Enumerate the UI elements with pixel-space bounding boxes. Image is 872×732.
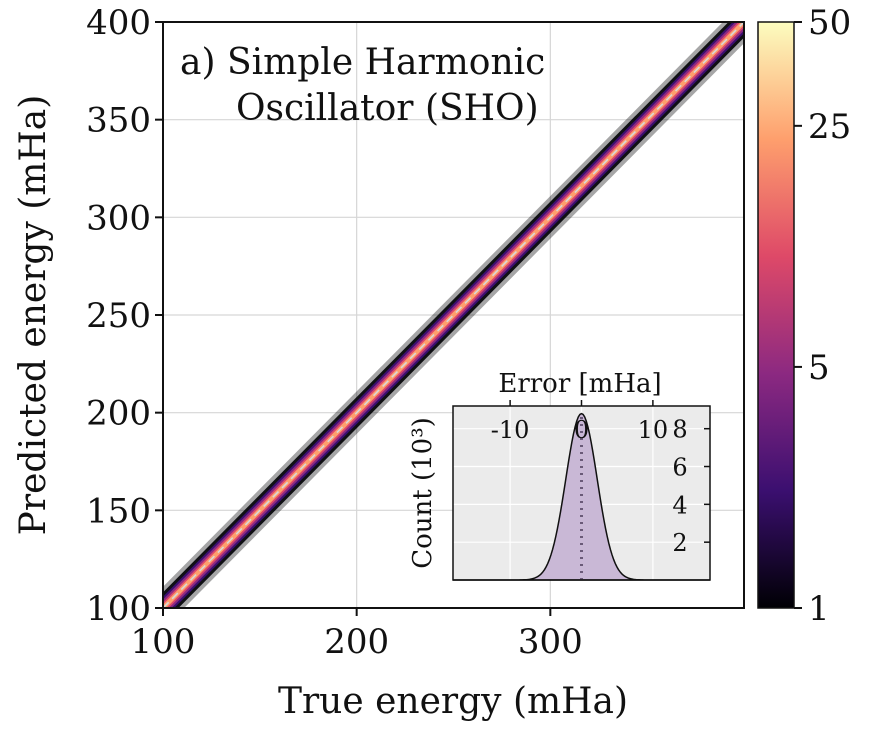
error-histogram-inset: -10 0 10 2 4 6 8 Error [mHa] Count (10³): [408, 369, 711, 581]
inset-y-title: Count (10³): [408, 417, 438, 569]
inset-y-tick-label: 4: [672, 491, 687, 519]
panel-title-line-2: Oscillator (SHO): [236, 88, 539, 129]
colorbar-tick-label: 5: [808, 348, 830, 388]
main-x-ticks: 100 200 300: [131, 608, 583, 662]
y-tick-label: 250: [86, 296, 151, 336]
inset-x-title: Error [mHa]: [498, 369, 661, 399]
y-tick-label: 200: [86, 394, 151, 434]
inset-x-tick-label: 10: [638, 416, 669, 444]
colorbar-tick-label: 50: [808, 3, 851, 43]
inset-y-tick-label: 6: [672, 454, 687, 482]
identity-reference-line: [162, 21, 745, 609]
panel-title-line-1: a) Simple Harmonic: [180, 42, 545, 83]
x-axis-title: True energy (mHa): [278, 681, 628, 722]
y-tick-label: 300: [86, 198, 151, 238]
inset-y-ticks: 2 4 6 8: [672, 416, 710, 557]
x-tick-label: 200: [324, 622, 389, 662]
inset-x-tick-label: 0: [574, 416, 589, 444]
colorbar: 1 5 25 50: [757, 3, 851, 629]
colorbar-ticks: 1 5 25 50: [794, 3, 851, 629]
x-tick-label: 300: [518, 622, 583, 662]
main-y-ticks: 100 150 200 250 300 350 400: [86, 3, 163, 629]
x-tick-label: 100: [131, 622, 196, 662]
y-axis-title: Predicted energy (mHa): [13, 95, 54, 536]
inset-y-tick-label: 8: [672, 416, 687, 444]
inset-y-tick-label: 2: [672, 529, 687, 557]
colorbar-tick-label: 1: [808, 589, 830, 629]
y-tick-label: 400: [86, 3, 151, 43]
inset-x-tick-label: -10: [491, 416, 530, 444]
inset-x-ticks: -10 0 10: [491, 400, 668, 444]
y-tick-label: 100: [86, 589, 151, 629]
colorbar-tick-label: 25: [808, 107, 851, 147]
y-tick-label: 350: [86, 101, 151, 141]
y-tick-label: 150: [86, 491, 151, 531]
colorbar-gradient: [757, 21, 795, 609]
